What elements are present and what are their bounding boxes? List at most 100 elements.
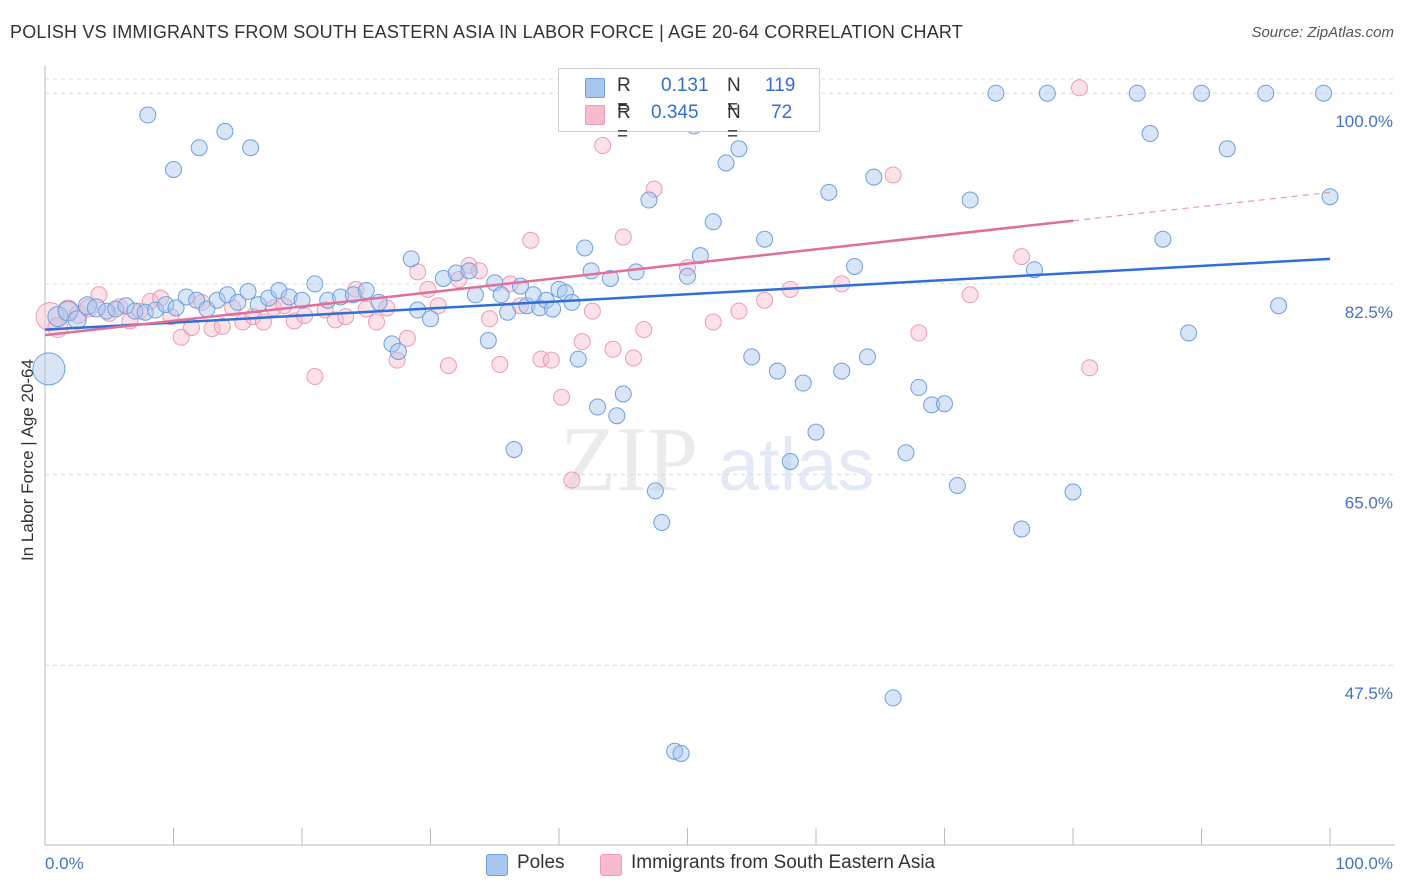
data-point-poles bbox=[666, 742, 684, 760]
data-point-poles bbox=[589, 398, 607, 416]
data-point-poles bbox=[563, 293, 581, 311]
data-point-poles bbox=[537, 291, 555, 309]
data-point-immigrants bbox=[730, 302, 748, 320]
chart-title: POLISH VS IMMIGRANTS FROM SOUTH EASTERN … bbox=[10, 22, 963, 42]
data-point-poles bbox=[1141, 125, 1159, 143]
data-point-poles bbox=[1064, 483, 1082, 501]
series-immigrants-points bbox=[35, 79, 1099, 489]
data-point-immigrants bbox=[388, 351, 406, 369]
data-point-immigrants bbox=[398, 329, 416, 347]
watermark-atlas: atlas bbox=[718, 423, 874, 506]
data-point-poles bbox=[466, 286, 484, 304]
data-point-poles bbox=[1218, 140, 1236, 158]
data-point-immigrants bbox=[368, 313, 386, 331]
data-point-poles bbox=[492, 286, 510, 304]
data-point-immigrants bbox=[1081, 359, 1099, 377]
data-point-poles bbox=[768, 362, 786, 380]
x-tick-label: 100.0% bbox=[1335, 854, 1393, 873]
data-point-poles bbox=[460, 262, 478, 280]
data-point-immigrants bbox=[460, 256, 478, 274]
trendline-immigrants-extension bbox=[1072, 191, 1331, 222]
trendline-poles bbox=[44, 257, 1331, 331]
data-point-poles bbox=[1154, 230, 1172, 248]
y-tick-label: 82.5% bbox=[1345, 303, 1393, 322]
data-point-poles bbox=[306, 275, 324, 293]
data-point-poles bbox=[1270, 297, 1288, 315]
data-point-poles bbox=[117, 297, 135, 315]
data-point-immigrants bbox=[542, 351, 560, 369]
data-point-poles bbox=[1128, 84, 1146, 102]
data-point-poles bbox=[479, 332, 497, 350]
legend-n-label: N = bbox=[727, 102, 741, 145]
data-point-poles bbox=[627, 263, 645, 281]
data-point-immigrants bbox=[884, 166, 902, 184]
data-point-poles bbox=[1315, 84, 1333, 102]
data-point-poles bbox=[1038, 84, 1056, 102]
y-tick-label: 47.5% bbox=[1345, 684, 1393, 703]
data-point-poles bbox=[165, 161, 182, 179]
data-point-immigrants bbox=[326, 311, 344, 329]
data-point-poles bbox=[422, 310, 439, 328]
data-point-poles bbox=[229, 293, 247, 311]
trendlines bbox=[44, 191, 1331, 337]
data-point-poles bbox=[1257, 84, 1275, 102]
data-point-poles bbox=[434, 269, 452, 287]
series-poles-points bbox=[32, 84, 1339, 762]
data-point-poles bbox=[672, 744, 690, 762]
data-point-immigrants bbox=[522, 231, 540, 249]
correlation-legend: R = 0.131 N = 119 R = 0.345 N = 72 bbox=[558, 68, 820, 145]
data-point-immigrants bbox=[594, 137, 612, 155]
watermark: ZIP atlas bbox=[560, 408, 874, 510]
data-point-poles bbox=[640, 191, 658, 209]
legend-swatch-poles bbox=[486, 854, 508, 876]
data-point-poles bbox=[691, 247, 709, 265]
data-point-poles bbox=[216, 122, 234, 140]
data-point-poles bbox=[499, 303, 517, 321]
y-tick-label: 100.0% bbox=[1335, 112, 1393, 131]
legend-n-value: 119 bbox=[765, 75, 796, 96]
data-point-poles bbox=[569, 350, 587, 368]
data-point-poles bbox=[402, 250, 420, 268]
data-point-immigrants bbox=[553, 388, 571, 406]
data-point-poles bbox=[576, 239, 594, 257]
axes bbox=[44, 66, 1395, 846]
data-point-poles bbox=[582, 262, 600, 280]
data-point-poles bbox=[846, 257, 864, 275]
legend-n-value: 72 bbox=[771, 102, 793, 123]
data-point-poles bbox=[357, 281, 375, 299]
data-point-poles bbox=[544, 300, 562, 318]
data-point-immigrants bbox=[306, 368, 324, 386]
data-point-immigrants bbox=[614, 228, 632, 246]
data-point-poles bbox=[961, 191, 979, 209]
data-point-poles bbox=[833, 362, 851, 380]
data-point-poles bbox=[614, 385, 632, 403]
data-point-poles bbox=[280, 288, 298, 306]
data-point-immigrants bbox=[429, 297, 447, 315]
legend-r-value: 0.131 bbox=[661, 75, 709, 96]
data-point-poles bbox=[717, 154, 735, 172]
data-point-poles bbox=[730, 140, 748, 158]
data-point-poles bbox=[807, 423, 825, 441]
data-point-poles bbox=[86, 298, 106, 318]
data-point-immigrants bbox=[491, 356, 509, 374]
data-point-poles bbox=[1180, 324, 1198, 342]
data-point-poles bbox=[704, 213, 722, 231]
data-point-poles bbox=[190, 139, 208, 157]
data-point-immigrants bbox=[645, 180, 663, 198]
data-point-poles bbox=[1193, 84, 1210, 102]
data-point-poles bbox=[794, 374, 812, 392]
legend-label-immigrants: Immigrants from South Eastern Asia bbox=[631, 852, 936, 873]
data-point-poles bbox=[679, 267, 696, 285]
data-point-poles bbox=[858, 348, 876, 366]
data-point-immigrants bbox=[481, 310, 499, 328]
data-point-poles bbox=[756, 230, 774, 248]
source-credit: Source: ZipAtlas.com bbox=[1251, 24, 1394, 41]
data-point-poles bbox=[107, 300, 125, 318]
data-point-poles bbox=[167, 299, 185, 317]
trendline-immigrants bbox=[44, 219, 1074, 337]
data-point-poles bbox=[293, 291, 311, 309]
data-point-poles bbox=[910, 378, 928, 396]
data-point-immigrants bbox=[172, 328, 190, 346]
data-point-poles bbox=[897, 444, 915, 462]
